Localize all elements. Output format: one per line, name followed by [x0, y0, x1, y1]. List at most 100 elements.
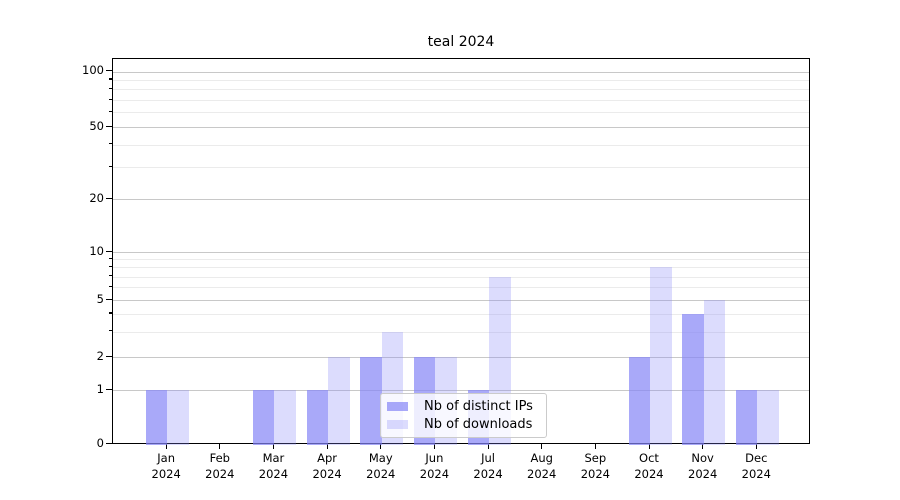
x-label-month: Aug — [530, 451, 553, 465]
bar-downloads — [167, 390, 189, 445]
legend-item: Nb of downloads — [387, 416, 538, 433]
x-axis-tick-label: Jan 2024 — [134, 451, 198, 482]
y-tick-minor-mark — [109, 87, 112, 90]
plot-area — [112, 58, 810, 445]
y-axis-tick-label: 50 — [89, 118, 104, 133]
bar-distinct-ips — [306, 390, 329, 445]
bar-distinct-ips — [360, 357, 382, 445]
x-label-month: Jun — [425, 451, 444, 465]
grid-line-minor — [113, 267, 809, 269]
x-tick-mark — [380, 444, 382, 449]
y-tick-mark — [106, 298, 112, 300]
legend-item: Nb of distinct IPs — [387, 398, 538, 415]
bar-distinct-ips — [735, 390, 758, 445]
x-label-year: 2024 — [580, 466, 610, 481]
legend-label: Nb of distinct IPs — [424, 399, 533, 414]
grid-line-minor — [113, 79, 809, 81]
y-tick-minor-mark — [109, 265, 112, 268]
chart-title: teal 2024 — [427, 34, 495, 50]
grid-line-major — [113, 252, 809, 253]
y-tick-mark — [106, 250, 112, 252]
x-label-year: 2024 — [151, 466, 181, 481]
x-tick-mark — [648, 444, 650, 449]
grid-line-major — [113, 300, 809, 301]
grid-line-minor — [113, 89, 809, 91]
x-tick-mark — [541, 444, 543, 449]
x-label-year: 2024 — [688, 466, 718, 481]
grid-line-minor — [113, 167, 809, 169]
bar-distinct-ips — [145, 390, 168, 445]
bar-downloads — [650, 267, 672, 445]
y-tick-minor-mark — [109, 98, 112, 100]
legend-swatch — [387, 402, 408, 411]
x-axis-tick-label: Jul 2024 — [456, 451, 520, 482]
y-tick-mark — [106, 197, 112, 199]
y-axis-tick-label: 10 — [89, 243, 104, 258]
bar-downloads — [328, 357, 350, 445]
y-tick-mark — [106, 443, 112, 445]
y-tick-minor-mark — [109, 275, 112, 277]
grid-line-major — [113, 390, 809, 391]
x-label-year: 2024 — [312, 466, 342, 481]
grid-line-minor — [113, 144, 809, 146]
x-axis-tick-label: Oct 2024 — [617, 451, 681, 482]
x-label-year: 2024 — [419, 466, 450, 481]
x-label-month: Jul — [481, 451, 495, 465]
x-axis-tick-label: Jun 2024 — [402, 451, 466, 482]
x-axis-tick-label: Aug 2024 — [510, 451, 574, 482]
x-label-year: 2024 — [205, 466, 235, 481]
x-axis-tick-label: Mar 2024 — [241, 451, 305, 482]
grid-line-major — [113, 71, 809, 73]
x-axis-tick-label: Dec 2024 — [724, 451, 788, 482]
y-axis-tick-label: 2 — [96, 348, 104, 363]
x-label-month: Jan — [157, 451, 175, 465]
y-tick-minor-mark — [109, 257, 112, 259]
x-label-month: Feb — [209, 451, 230, 465]
x-label-year: 2024 — [527, 466, 557, 481]
y-tick-minor-mark — [109, 312, 112, 314]
x-label-month: Dec — [745, 451, 768, 465]
x-tick-mark — [272, 444, 275, 449]
x-tick-mark — [219, 444, 221, 449]
y-tick-minor-mark — [109, 165, 112, 167]
grid-line-minor — [113, 112, 809, 114]
x-axis-tick-label: Apr 2024 — [295, 451, 359, 482]
legend-label: Nb of downloads — [424, 417, 533, 432]
bar-distinct-ips — [682, 313, 704, 445]
grid-line-major — [113, 357, 809, 358]
bar-downloads — [274, 390, 296, 445]
bar-downloads — [757, 390, 779, 445]
y-tick-mark — [106, 388, 112, 390]
y-axis-tick-label: 20 — [89, 190, 104, 205]
y-axis-tick-label: 0 — [96, 436, 104, 450]
x-tick-mark — [594, 444, 597, 449]
y-tick-mark — [106, 125, 112, 127]
legend: Nb of distinct IPs Nb of downloads — [380, 393, 547, 438]
grid-line-minor — [113, 331, 809, 333]
x-tick-mark — [755, 444, 757, 449]
x-label-year: 2024 — [741, 466, 771, 481]
x-axis-tick-label: Sep 2024 — [563, 451, 627, 482]
x-tick-mark — [165, 444, 167, 449]
x-tick-mark — [487, 444, 489, 449]
bar-downloads — [703, 300, 726, 445]
grid-line-minor — [113, 276, 809, 278]
x-tick-mark — [702, 444, 704, 449]
x-label-month: May — [368, 451, 393, 465]
y-axis-tick-label: 1 — [96, 381, 104, 396]
x-axis-tick-label: Feb 2024 — [188, 451, 252, 482]
x-label-month: Mar — [262, 451, 285, 465]
y-axis-tick-label: 100 — [82, 63, 104, 77]
x-label-year: 2024 — [473, 466, 503, 481]
grid-line-minor — [113, 287, 809, 289]
x-label-month: Sep — [584, 451, 607, 465]
grid-line-minor — [113, 100, 809, 102]
x-label-year: 2024 — [366, 466, 396, 481]
y-tick-minor-mark — [109, 330, 112, 332]
bar-distinct-ips — [628, 357, 650, 445]
x-label-month: Apr — [317, 451, 338, 465]
grid-line-major — [113, 127, 809, 128]
x-label-month: Oct — [639, 451, 659, 465]
y-axis-tick-label: 5 — [96, 291, 104, 306]
